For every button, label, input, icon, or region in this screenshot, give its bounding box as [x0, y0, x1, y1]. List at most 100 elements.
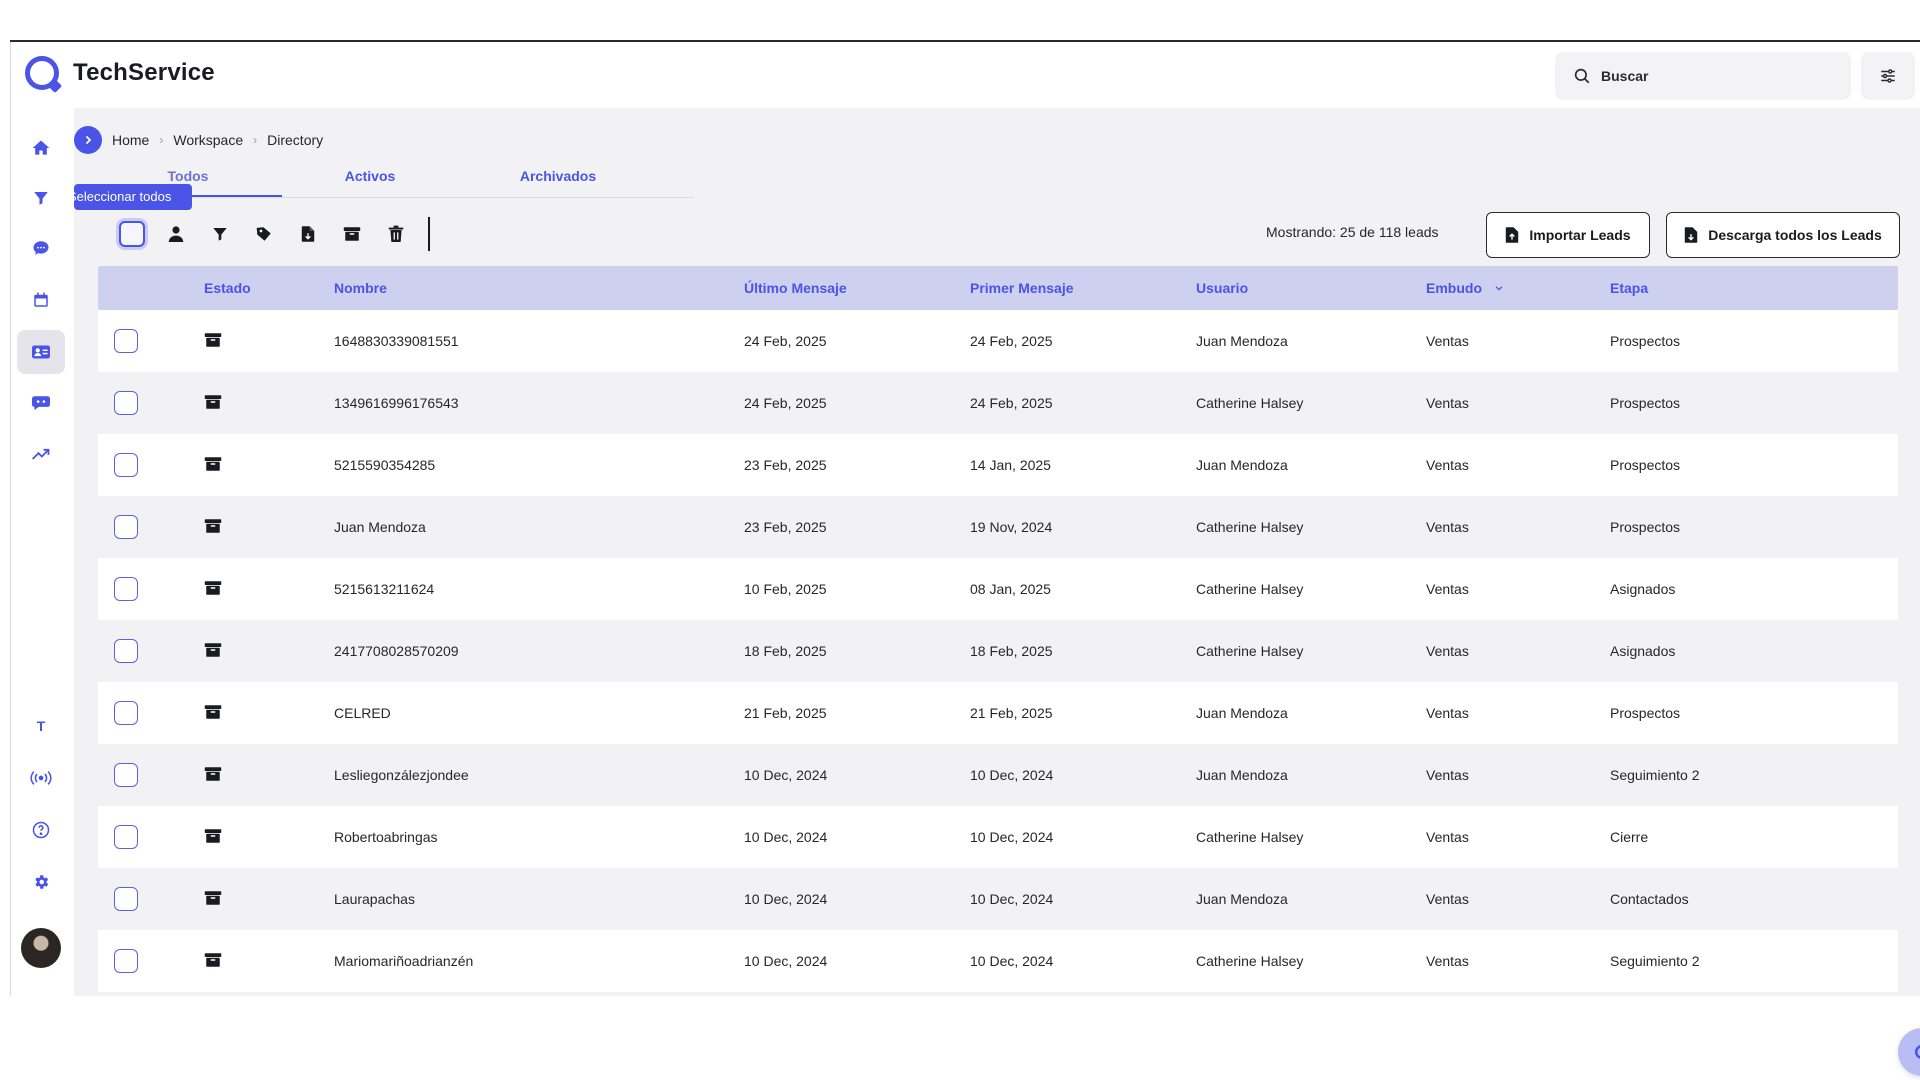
brand[interactable]: TechService — [25, 56, 215, 90]
chat-logo-icon — [1914, 1045, 1920, 1059]
download-all-leads-button[interactable]: Descarga todos los Leads — [1666, 212, 1900, 258]
user-avatar[interactable] — [21, 928, 61, 968]
table-row[interactable]: 1648830339081551 24 Feb, 2025 24 Feb, 2025… — [98, 310, 1898, 372]
cell-nombre[interactable]: Robertoabringas — [334, 829, 438, 845]
search-input[interactable]: Buscar — [1555, 52, 1851, 100]
cell-nombre[interactable]: Juan Mendoza — [334, 519, 426, 535]
tag-button[interactable] — [242, 216, 286, 252]
filter-settings-button[interactable] — [1861, 52, 1915, 100]
sidebar-item-settings[interactable] — [17, 860, 65, 904]
assign-user-button[interactable] — [154, 216, 198, 252]
archive-status-icon — [204, 643, 222, 657]
cell-nombre[interactable]: CELRED — [334, 705, 391, 721]
cell-usuario: Catherine Halsey — [1196, 519, 1304, 535]
cell-etapa: Asignados — [1610, 643, 1676, 659]
contacts-icon — [32, 345, 50, 359]
archive-status-icon — [204, 457, 222, 471]
cell-ultimo-mensaje: 10 Dec, 2024 — [744, 891, 828, 907]
row-checkbox[interactable] — [114, 577, 138, 601]
cell-primer-mensaje: 08 Jan, 2025 — [970, 581, 1051, 597]
sidebar-item-text[interactable]: T — [17, 704, 65, 748]
cell-embudo: Ventas — [1426, 581, 1469, 597]
cell-nombre[interactable]: Laurapachas — [334, 891, 415, 907]
cell-ultimo-mensaje: 18 Feb, 2025 — [744, 643, 827, 659]
brand-name: TechService — [73, 59, 215, 86]
row-checkbox[interactable] — [114, 887, 138, 911]
cell-primer-mensaje: 10 Dec, 2024 — [970, 767, 1054, 783]
export-file-button[interactable] — [286, 216, 330, 252]
sidebar-item-home[interactable] — [17, 126, 65, 170]
sidebar-item-chat[interactable] — [17, 226, 65, 270]
help-icon — [32, 821, 50, 839]
table-row[interactable]: 5215590354285 23 Feb, 2025 14 Jan, 2025 Jua… — [98, 434, 1898, 496]
breadcrumb-home[interactable]: Home — [112, 132, 150, 148]
table-row[interactable]: Juan Mendoza 23 Feb, 2025 19 Nov, 2024 Cath… — [98, 496, 1898, 558]
app-header: TechService Buscar — [11, 42, 1920, 108]
search-icon — [1574, 68, 1590, 84]
breadcrumb-separator-icon: › — [159, 133, 164, 147]
column-header-embudo-label: Embudo — [1426, 280, 1482, 296]
row-checkbox[interactable] — [114, 763, 138, 787]
row-checkbox[interactable] — [114, 825, 138, 849]
cell-nombre[interactable]: 1349616996176543 — [334, 395, 459, 411]
table-body: 1648830339081551 24 Feb, 2025 24 Feb, 2025… — [98, 310, 1898, 992]
sidebar-item-contacts[interactable] — [17, 330, 65, 374]
support-chat-button[interactable] — [1898, 1028, 1920, 1076]
cell-nombre[interactable]: 1648830339081551 — [334, 333, 459, 349]
breadcrumb-separator-icon: › — [253, 133, 258, 147]
column-header-etapa[interactable]: Etapa — [1610, 280, 1649, 296]
cell-nombre[interactable]: Lesliegonzálezjondee — [334, 767, 469, 783]
sidebar-item-funnel[interactable] — [17, 176, 65, 220]
table-row[interactable]: CELRED 21 Feb, 2025 21 Feb, 2025 Juan Mendo… — [98, 682, 1898, 744]
table-row[interactable]: Lesliegonzálezjondee 10 Dec, 2024 10 Dec, … — [98, 744, 1898, 806]
table-row[interactable]: Mariomariñoadrianzén 10 Dec, 2024 10 Dec, … — [98, 930, 1898, 992]
column-header-ultimo-mensaje[interactable]: Último Mensaje — [744, 280, 847, 296]
tab-activos[interactable]: Activos — [344, 168, 396, 184]
select-all-checkbox[interactable] — [110, 216, 154, 252]
row-checkbox[interactable] — [114, 453, 138, 477]
column-header-primer-mensaje[interactable]: Primer Mensaje — [970, 280, 1074, 296]
sidebar-item-analytics[interactable] — [17, 432, 65, 476]
breadcrumb-workspace[interactable]: Workspace — [173, 132, 244, 148]
table-row[interactable]: 1349616996176543 24 Feb, 2025 24 Feb, 2025… — [98, 372, 1898, 434]
table-row[interactable]: 5215613211624 10 Feb, 2025 08 Jan, 2025 Cat… — [98, 558, 1898, 620]
column-header-estado[interactable]: Estado — [204, 280, 251, 296]
row-checkbox[interactable] — [114, 329, 138, 353]
sidebar-item-bot[interactable] — [17, 380, 65, 424]
cell-usuario: Catherine Halsey — [1196, 829, 1304, 845]
results-count: Mostrando: 25 de 118 leads — [1266, 224, 1439, 240]
table-row[interactable]: 2417708028570209 18 Feb, 2025 18 Feb, 2025… — [98, 620, 1898, 682]
cell-primer-mensaje: 24 Feb, 2025 — [970, 395, 1053, 411]
row-checkbox[interactable] — [114, 949, 138, 973]
archive-button[interactable] — [330, 216, 374, 252]
sidebar-item-broadcast[interactable] — [17, 756, 65, 800]
row-checkbox[interactable] — [114, 639, 138, 663]
column-header-usuario[interactable]: Usuario — [1196, 280, 1249, 296]
cell-ultimo-mensaje: 24 Feb, 2025 — [744, 333, 827, 349]
import-leads-button[interactable]: Importar Leads — [1486, 212, 1650, 258]
row-checkbox[interactable] — [114, 701, 138, 725]
table-row[interactable]: Laurapachas 10 Dec, 2024 10 Dec, 2024 Juan … — [98, 868, 1898, 930]
archive-status-icon — [204, 333, 222, 347]
cell-nombre[interactable]: 2417708028570209 — [334, 643, 459, 659]
tab-archivados[interactable]: Archivados — [519, 168, 597, 184]
row-checkbox[interactable] — [114, 515, 138, 539]
search-placeholder: Buscar — [1601, 68, 1649, 84]
column-header-embudo[interactable]: Embudo — [1426, 280, 1504, 296]
cell-embudo: Ventas — [1426, 829, 1469, 845]
import-leads-label: Importar Leads — [1529, 227, 1631, 243]
table-row[interactable]: Robertoabringas 10 Dec, 2024 10 Dec, 2024 C… — [98, 806, 1898, 868]
chevron-down-icon — [1495, 286, 1503, 291]
cell-nombre[interactable]: Mariomariñoadrianzén — [334, 953, 474, 969]
cell-nombre[interactable]: 5215590354285 — [334, 457, 436, 473]
column-header-nombre[interactable]: Nombre — [334, 280, 387, 296]
cell-etapa: Prospectos — [1610, 457, 1681, 473]
sidebar-item-calendar[interactable] — [17, 278, 65, 322]
cell-nombre[interactable]: 5215613211624 — [334, 581, 435, 597]
row-checkbox[interactable] — [114, 391, 138, 415]
sidebar-item-help[interactable] — [17, 808, 65, 852]
delete-button[interactable] — [374, 216, 418, 252]
trash-icon — [388, 225, 404, 242]
move-funnel-button[interactable] — [198, 216, 242, 252]
sidebar-toggle-button[interactable] — [74, 126, 102, 154]
